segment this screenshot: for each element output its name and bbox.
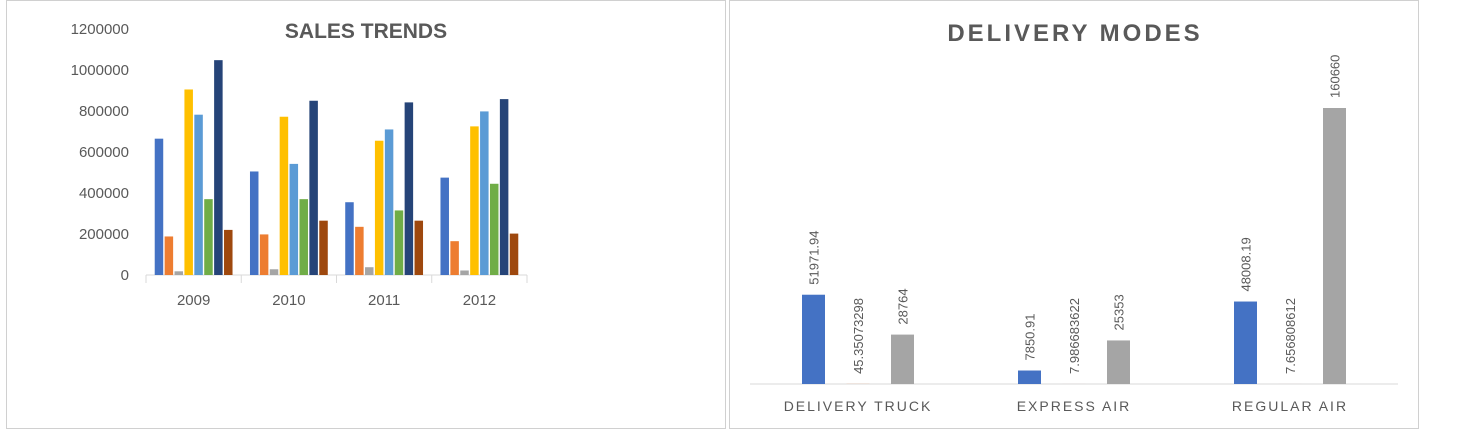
x-category-label: 2012	[463, 292, 496, 309]
bar	[289, 163, 299, 275]
bar	[249, 171, 259, 275]
y-tick-label: 0	[121, 267, 129, 284]
bar	[480, 111, 489, 275]
x-category-label: 2009	[177, 292, 210, 309]
data-label: 7850.91	[1023, 314, 1038, 361]
bar	[154, 138, 164, 275]
sales-trends-title: SALES TRENDS	[285, 20, 447, 43]
x-category-label: 2010	[272, 292, 305, 309]
bar	[499, 99, 509, 275]
data-label: 51971.94	[807, 230, 822, 284]
bar	[470, 126, 479, 275]
delivery-modes-panel: DELIVERY MODES 51971.94 45.35073298 28764 D…	[729, 0, 1419, 429]
bar	[174, 271, 184, 275]
bar	[194, 114, 203, 275]
bar	[450, 241, 459, 275]
bar	[489, 183, 499, 275]
x-category-label: REGULAR AIR	[1232, 398, 1348, 414]
data-label: 45.35073298	[851, 298, 866, 374]
bar	[440, 177, 449, 275]
bar	[374, 140, 384, 275]
data-label: 25353	[1112, 294, 1127, 330]
bar	[365, 267, 374, 275]
data-label: 7.986683622	[1067, 298, 1082, 374]
data-label: 7.656808612	[1283, 298, 1298, 374]
data-label: 160660	[1328, 55, 1343, 98]
sales-trends-panel: SALES TRENDS 0 200000 400000 600000 800000 10…	[6, 0, 726, 429]
bar	[1018, 370, 1041, 384]
bar	[259, 234, 269, 275]
bar	[802, 294, 825, 384]
x-category-label: EXPRESS AIR	[1017, 398, 1132, 414]
bar	[1323, 108, 1346, 384]
delivery-modes-title: DELIVERY MODES	[947, 20, 1202, 47]
bar	[414, 220, 424, 275]
bar	[184, 89, 193, 275]
y-tick-label: 1000000	[71, 62, 129, 79]
bar	[509, 233, 519, 275]
bar	[164, 236, 174, 275]
bar	[394, 210, 404, 275]
bar	[269, 269, 279, 275]
bar	[319, 220, 328, 275]
bar	[891, 334, 914, 384]
bar	[299, 199, 308, 275]
bar	[355, 226, 364, 275]
bar	[279, 116, 289, 276]
y-tick-label: 200000	[79, 226, 129, 243]
y-tick-label: 600000	[79, 144, 129, 161]
bar	[404, 102, 414, 275]
bar	[309, 100, 318, 275]
x-category-label: 2011	[368, 292, 400, 309]
bar	[204, 199, 213, 275]
x-category-label: DELIVERY TRUCK	[784, 398, 933, 414]
bar	[214, 60, 223, 275]
bar	[345, 202, 354, 275]
y-tick-label: 800000	[79, 103, 129, 120]
bar	[460, 270, 469, 275]
sales-trends-chart: SALES TRENDS 0 200000 400000 600000 800000 10…	[71, 20, 528, 309]
bar	[1234, 301, 1257, 384]
bar	[1107, 340, 1130, 384]
bar	[384, 129, 394, 275]
y-tick-label: 1200000	[71, 21, 129, 38]
y-tick-label: 400000	[79, 185, 129, 202]
delivery-modes-chart: DELIVERY MODES 51971.94 45.35073298 28764 D…	[750, 20, 1398, 414]
data-label: 48008.19	[1239, 237, 1254, 291]
bar	[224, 229, 233, 275]
data-label: 28764	[896, 288, 911, 324]
